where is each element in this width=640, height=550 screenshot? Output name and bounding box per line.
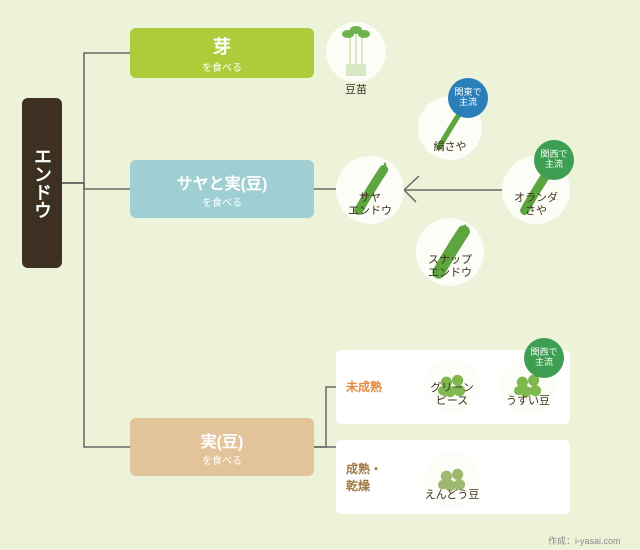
category-main: 実(豆) — [201, 428, 244, 452]
item-green: グリーンピース — [424, 358, 480, 414]
item-label: 絹さや — [418, 141, 482, 154]
item-label: サヤエンドウ — [336, 192, 404, 218]
category-sprout: 芽を食べる — [130, 28, 314, 78]
panel-label-immature: 未成熟 — [346, 378, 382, 395]
category-main: 芽 — [213, 33, 231, 59]
item-icon — [326, 22, 386, 82]
item-saya: サヤエンドウ — [336, 156, 404, 224]
item-label: スナップエンドウ — [416, 254, 484, 280]
root-endou: エンドウ — [22, 98, 62, 268]
category-sub: を食べる — [202, 59, 242, 74]
badge-kinu: 関東で主流 — [448, 78, 488, 118]
category-bean: 実(豆)を食べる — [130, 418, 314, 476]
item-label: グリーンピース — [424, 382, 480, 408]
item-snap: スナップエンドウ — [416, 218, 484, 286]
badge-oranda: 関西で主流 — [534, 140, 574, 180]
item-toumyou: 豆苗 — [326, 22, 386, 97]
credit-text: 作成：i-yasai.com — [548, 534, 621, 547]
item-label: えんどう豆 — [424, 489, 480, 502]
panel-label-mature: 成熟・乾燥 — [346, 460, 382, 494]
item-endou: えんどう豆 — [424, 452, 480, 508]
category-sub: を食べる — [202, 452, 242, 467]
item-label: オランダさや — [502, 192, 570, 218]
item-label: うすい豆 — [500, 395, 556, 408]
category-sub: を食べる — [202, 194, 242, 209]
category-main: サヤと実(豆) — [177, 170, 268, 194]
item-label: 豆苗 — [326, 84, 386, 97]
category-pod: サヤと実(豆)を食べる — [130, 160, 314, 218]
badge-usui: 関西で主流 — [524, 338, 564, 378]
